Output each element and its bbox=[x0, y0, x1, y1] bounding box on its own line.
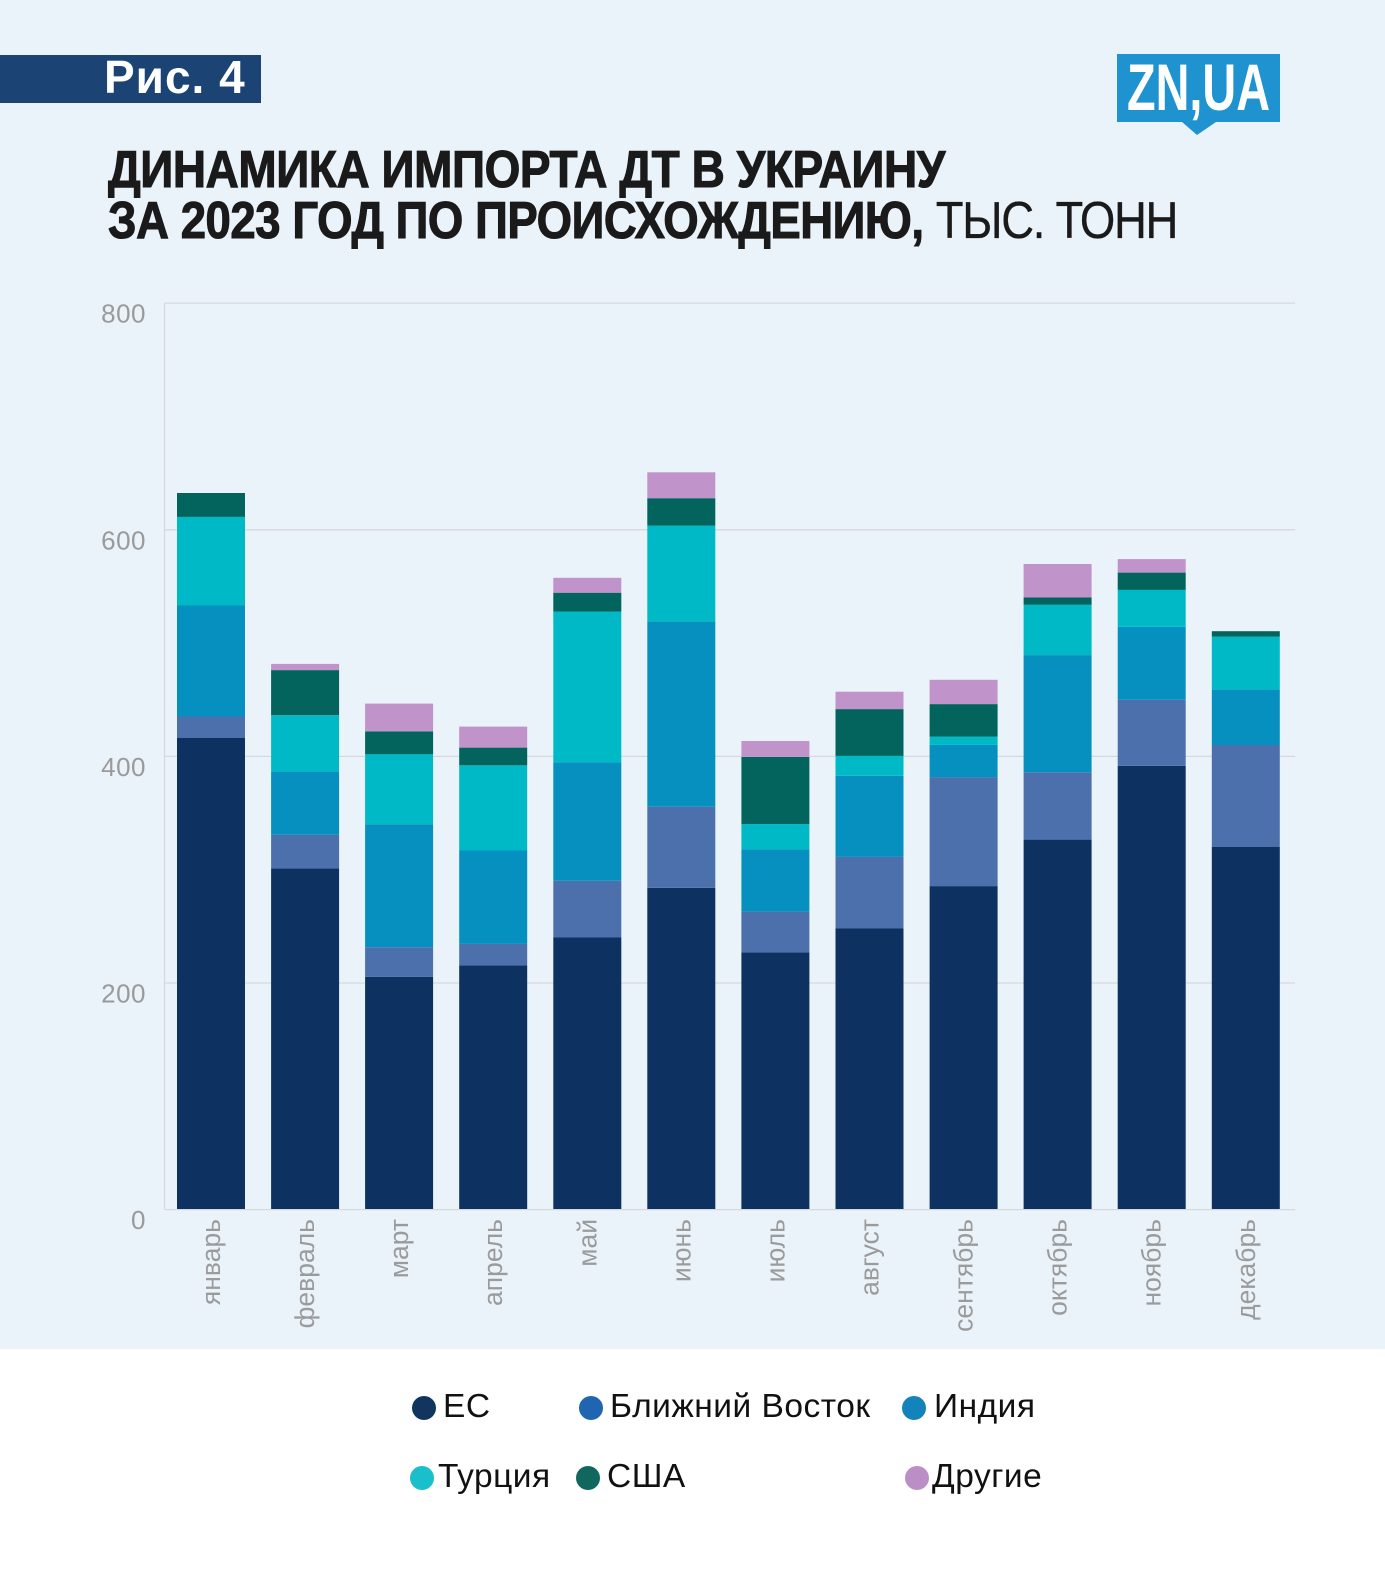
svg-text:200: 200 bbox=[101, 979, 146, 1009]
svg-text:март: март bbox=[384, 1219, 414, 1278]
svg-text:январь: январь bbox=[196, 1219, 226, 1305]
svg-text:октябрь: октябрь bbox=[1043, 1219, 1073, 1316]
svg-text:февраль: февраль bbox=[290, 1219, 320, 1328]
svg-text:сентябрь: сентябрь bbox=[949, 1219, 979, 1332]
svg-text:0: 0 bbox=[131, 1205, 146, 1235]
svg-text:ноябрь: ноябрь bbox=[1137, 1219, 1167, 1306]
svg-text:июнь: июнь bbox=[666, 1219, 696, 1282]
svg-text:июль: июль bbox=[760, 1219, 790, 1282]
svg-text:800: 800 bbox=[101, 299, 146, 329]
svg-text:май: май bbox=[572, 1219, 602, 1267]
svg-text:декабрь: декабрь bbox=[1231, 1219, 1261, 1320]
svg-text:600: 600 bbox=[101, 525, 146, 555]
svg-text:ZN,UA: ZN,UA bbox=[1127, 54, 1270, 124]
svg-text:400: 400 bbox=[101, 752, 146, 782]
svg-text:апрель: апрель bbox=[478, 1219, 508, 1306]
svg-text:август: август bbox=[855, 1219, 885, 1296]
